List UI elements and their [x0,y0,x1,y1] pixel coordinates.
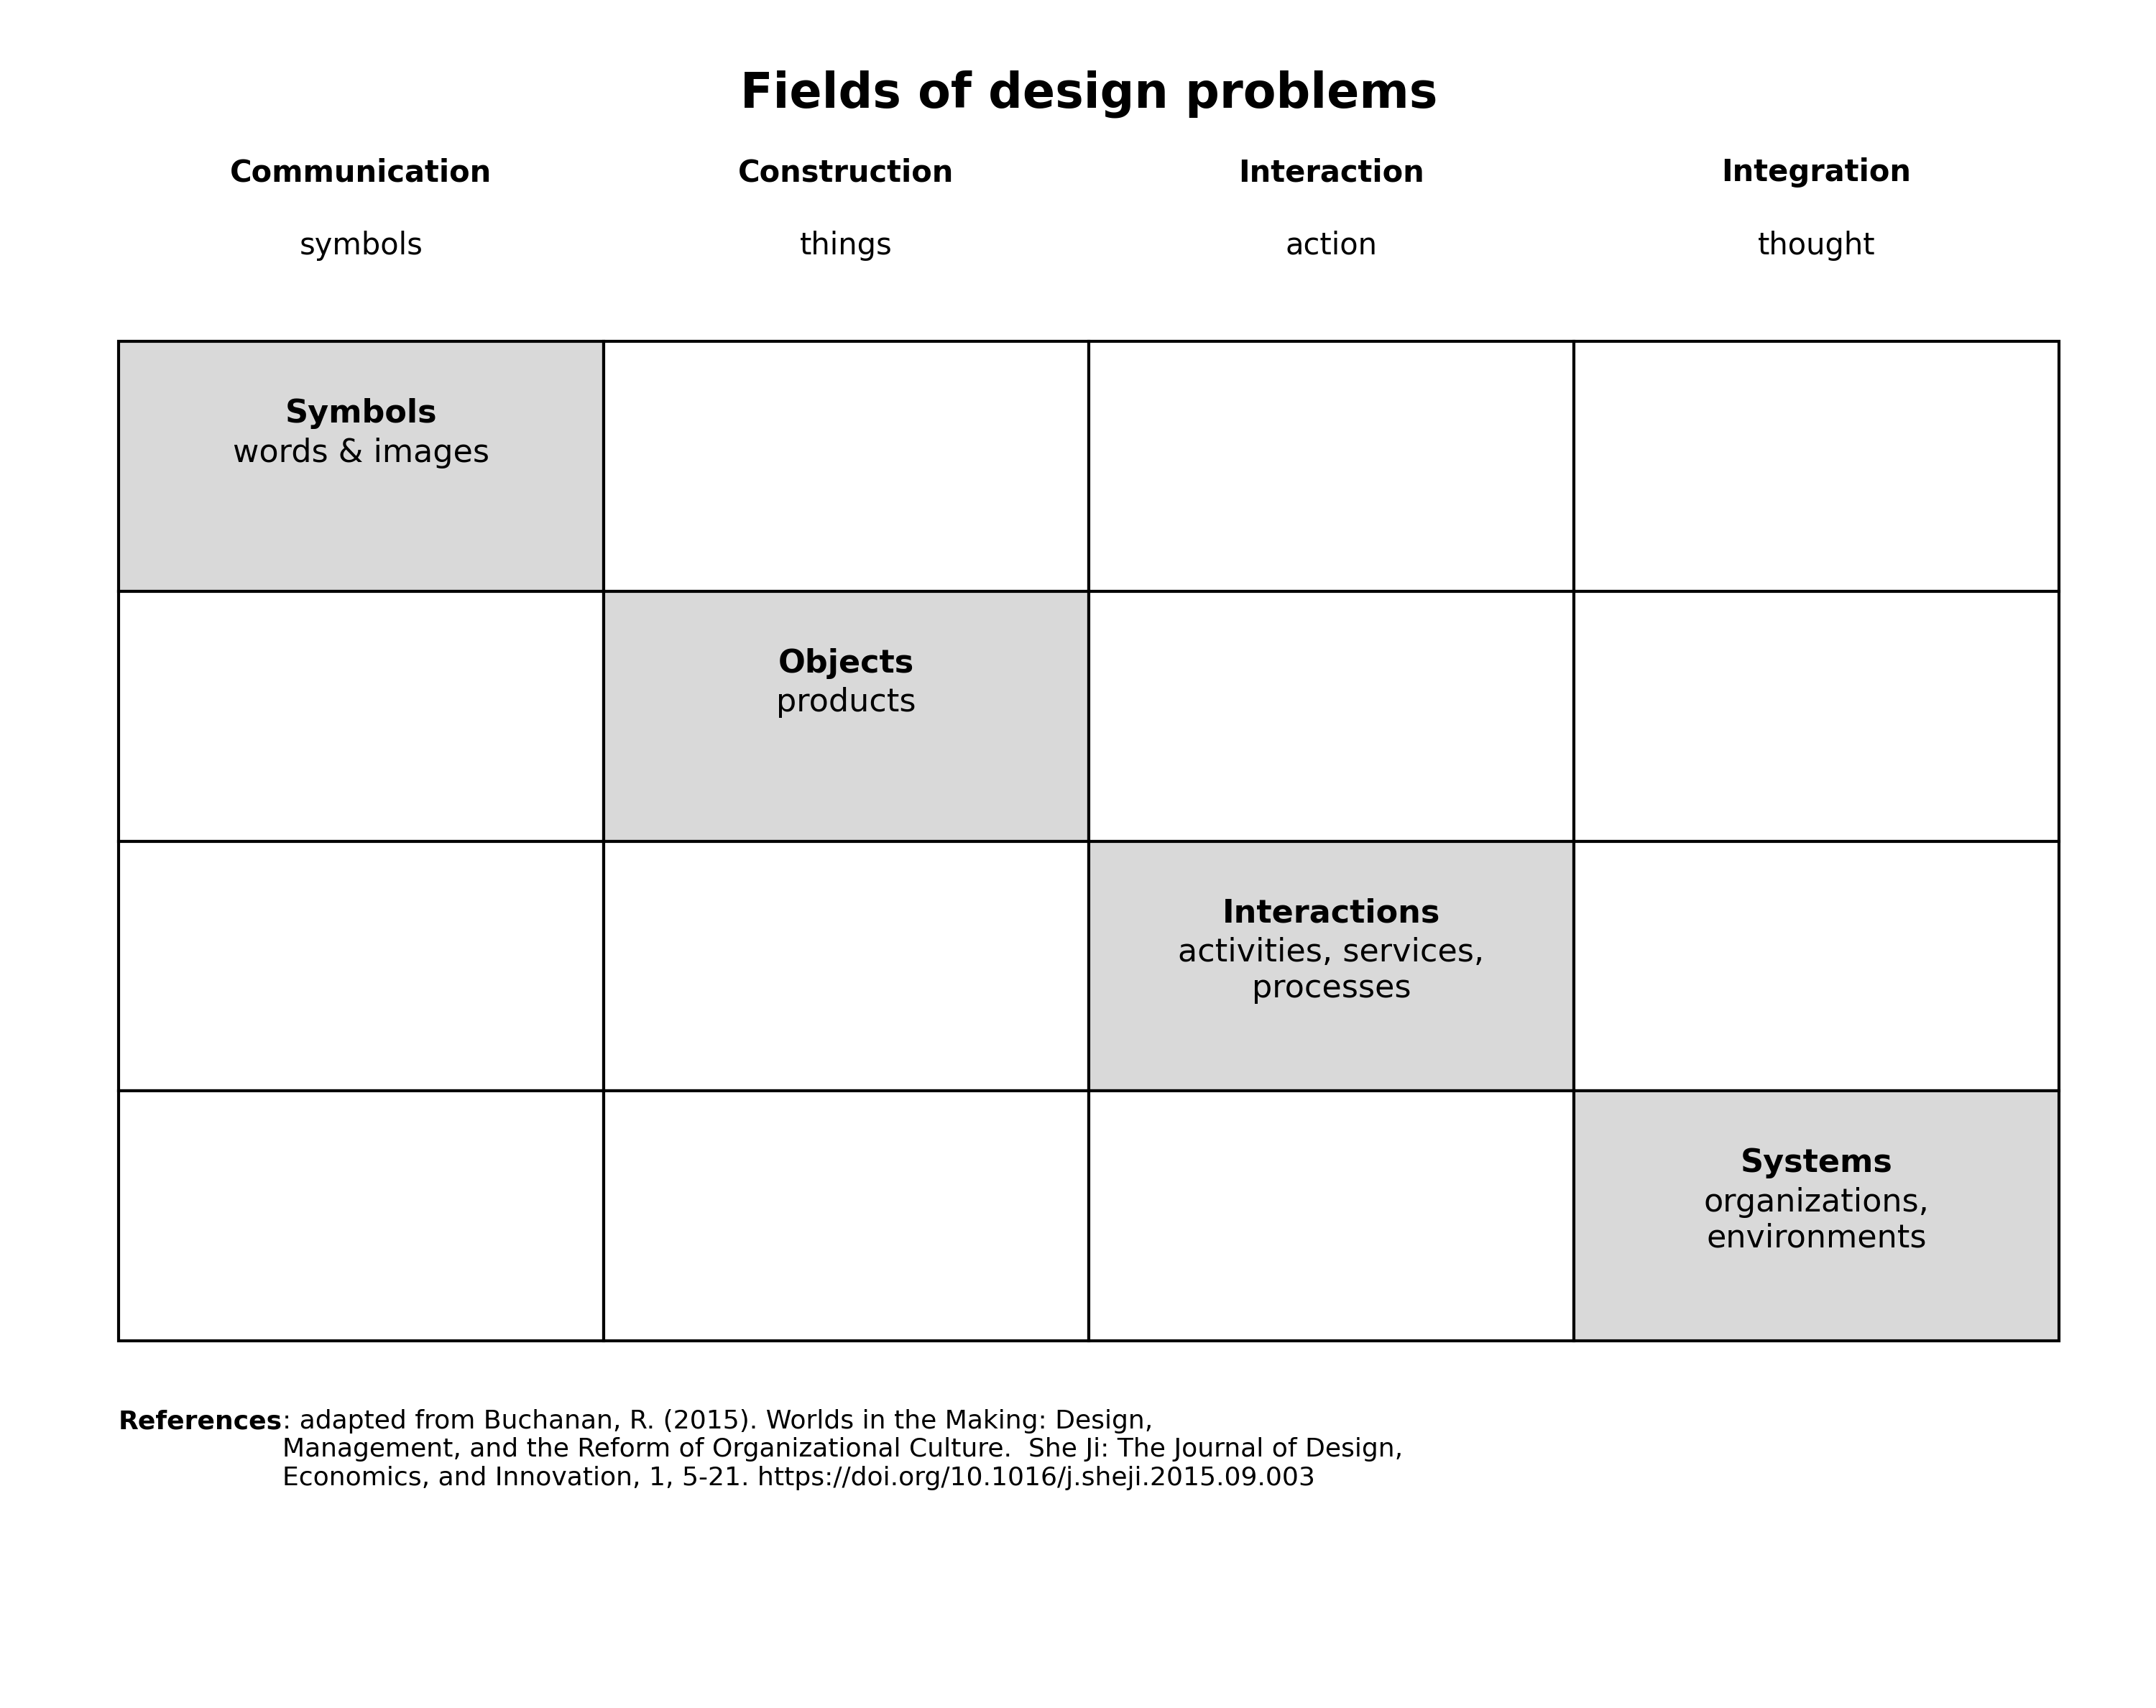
Bar [1574,591,2059,840]
Bar [119,840,604,1091]
Text: Symbols: Symbols [285,398,438,429]
Bar [604,1091,1089,1341]
Text: thought: thought [1757,231,1876,261]
Text: Systems: Systems [1740,1148,1893,1179]
Text: symbols: symbols [300,231,423,261]
Text: Objects: Objects [778,647,914,678]
Bar [1574,1091,2059,1341]
Text: Integration: Integration [1720,157,1910,188]
Text: products: products [776,687,916,717]
Text: Interactions: Interactions [1222,898,1440,929]
Text: action: action [1285,231,1378,261]
Text: : adapted from Buchanan, R. (2015). Worlds in the Making: Design,
Management, an: : adapted from Buchanan, R. (2015). Worl… [282,1409,1404,1489]
Bar [1574,840,2059,1091]
Bar [604,591,1089,840]
Bar [119,1091,604,1341]
Bar [119,591,604,840]
Text: Fields of design problems: Fields of design problems [740,70,1438,118]
Text: organizations,
environments: organizations, environments [1703,1187,1930,1254]
Bar [604,342,1089,591]
Text: words & images: words & images [233,437,489,468]
Bar [1574,342,2059,591]
Bar [1089,342,1574,591]
Text: activities, services,
processes: activities, services, processes [1177,938,1485,1004]
Text: References: References [119,1409,282,1433]
Text: Communication: Communication [231,157,492,188]
Bar [604,840,1089,1091]
Bar [119,342,604,591]
Text: things: things [800,231,893,261]
Text: Interaction: Interaction [1238,157,1425,188]
Bar [1089,1091,1574,1341]
Bar [1089,591,1574,840]
Bar [1089,840,1574,1091]
Text: Construction: Construction [737,157,955,188]
